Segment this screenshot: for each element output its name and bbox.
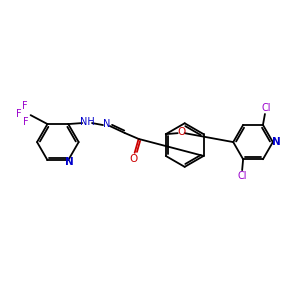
Text: N: N (103, 119, 111, 129)
Text: Cl: Cl (237, 171, 247, 181)
Text: N: N (65, 157, 74, 167)
Text: F: F (22, 101, 28, 111)
Text: N: N (272, 137, 281, 147)
Text: O: O (178, 127, 186, 137)
Text: F: F (16, 109, 22, 119)
Text: O: O (130, 154, 138, 164)
Text: F: F (23, 117, 28, 127)
Text: Cl: Cl (261, 103, 271, 113)
Text: NH: NH (80, 117, 94, 127)
